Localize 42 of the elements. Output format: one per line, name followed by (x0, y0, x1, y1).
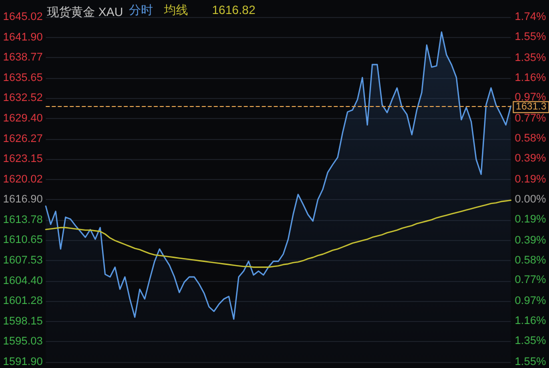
line-series (45, 200, 512, 268)
y-tick-label: 1591.90 (2, 356, 43, 368)
y-tick-label: 1623.15 (2, 153, 43, 166)
y-tick-label: 1607.53 (2, 254, 43, 266)
y2-tick-label: 0.39% (514, 234, 546, 246)
y-tick-label: 1629.40 (2, 112, 43, 124)
y-tick-label: 1601.28 (2, 295, 43, 308)
y-tick-label: 1595.03 (2, 336, 43, 348)
y-tick-label: 1632.52 (2, 92, 43, 104)
text: 1616.82 (212, 3, 256, 17)
y-tick-label: 1620.02 (2, 173, 43, 186)
y-tick-label: 1638.77 (2, 52, 43, 64)
y2-tick-label: 0.77% (514, 274, 546, 286)
y2-tick-label: 0.97% (514, 295, 546, 308)
y2-tick-label: 0.77% (514, 112, 546, 125)
y-tick-label: 1613.78 (2, 214, 43, 226)
y2-tick-label: 1.16% (514, 315, 546, 328)
y2-tick-label: 0.00% (514, 193, 546, 206)
y-tick-label: 1645.02 (2, 11, 43, 23)
y2-tick-label: 1.35% (514, 335, 546, 348)
y2-tick-label: 1.35% (514, 52, 546, 64)
y2-tick-label: 1.55% (514, 30, 546, 43)
y-tick-label: 1626.27 (2, 132, 43, 145)
y-tick-label: 1616.90 (2, 194, 43, 206)
y2-tick-label: 0.19% (514, 213, 546, 226)
y2-tick-label: 0.97% (514, 92, 546, 104)
text: 均线 (163, 3, 188, 17)
y2-tick-label: 0.19% (514, 174, 546, 186)
y2-tick-label: 1.16% (514, 72, 546, 84)
y-tick-label: 1610.65 (2, 234, 43, 246)
y2-tick-label: 0.39% (514, 152, 546, 165)
text: 分时 (129, 3, 153, 17)
y-tick-label: 1604.40 (2, 274, 43, 287)
y-tick-label: 1641.90 (2, 31, 43, 44)
y2-tick-label: 0.58% (514, 254, 546, 266)
y2-tick-label: 1.74% (514, 11, 546, 23)
chart-title: 现货黄金 XAU (47, 5, 124, 19)
y2-tick-label: 0.58% (514, 132, 546, 145)
ref-line-label: 1631.3 (516, 102, 547, 113)
y-tick-label: 1598.15 (2, 315, 43, 328)
y2-tick-label: 1.55% (514, 356, 546, 368)
y-tick-label: 1635.65 (2, 72, 43, 84)
